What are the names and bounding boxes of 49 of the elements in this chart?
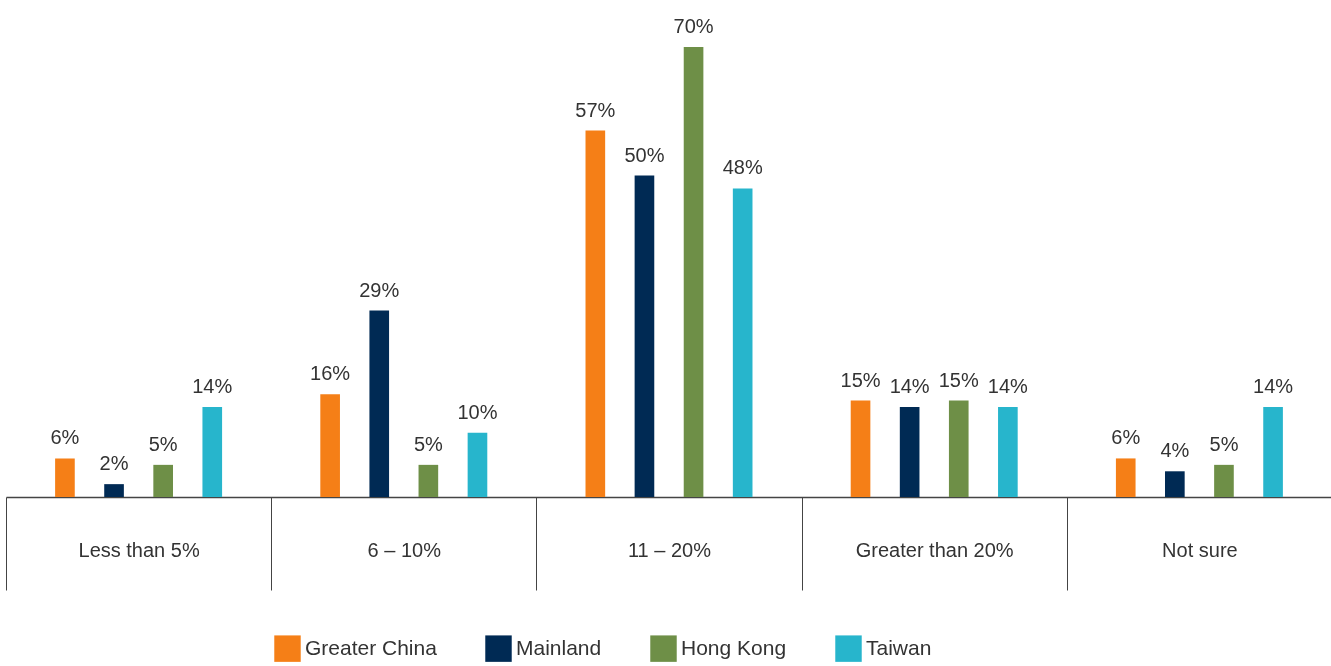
legend-label: Greater China [305, 635, 438, 659]
data-label: 70% [673, 15, 714, 37]
bar [202, 407, 223, 497]
bar [369, 310, 390, 497]
data-label: 4% [1160, 439, 1190, 462]
data-label: 15% [938, 368, 979, 391]
bar [104, 484, 124, 497]
data-label: 16% [310, 362, 351, 385]
data-label: 14% [192, 375, 233, 397]
bar [1115, 458, 1136, 497]
data-label: 14% [889, 375, 930, 397]
x-tick-label: 6 – 10% [367, 538, 442, 561]
x-tick-label: Not sure [1162, 538, 1238, 561]
bar [1165, 471, 1185, 497]
bar [850, 400, 871, 497]
legend-label: Mainland [516, 635, 602, 659]
data-label: 10% [457, 400, 498, 423]
data-label: 29% [359, 278, 400, 301]
data-label: 5% [413, 432, 444, 455]
bar [634, 175, 655, 497]
bar [683, 47, 704, 497]
x-tick-label: Greater than 20% [855, 538, 1014, 561]
bar [948, 400, 969, 497]
legend-label: Hong Kong [681, 635, 787, 659]
data-label: 50% [624, 143, 665, 166]
data-label: 5% [148, 432, 178, 455]
bar [732, 188, 753, 497]
bar [998, 407, 1018, 497]
bar [418, 464, 439, 497]
bar [153, 464, 173, 497]
data-label: 15% [840, 368, 881, 391]
bar [467, 432, 488, 497]
data-label: 5% [1209, 432, 1239, 455]
data-label: 48% [722, 156, 763, 179]
bar [899, 407, 920, 497]
bar [1263, 407, 1283, 497]
bar [55, 458, 75, 497]
data-label: 14% [1253, 375, 1294, 397]
bar [320, 394, 340, 497]
bar [1214, 464, 1234, 497]
data-label: 2% [99, 452, 129, 475]
data-label: 6% [50, 426, 80, 449]
x-tick-label: 11 – 20% [627, 538, 712, 561]
data-label: 6% [1111, 426, 1141, 449]
data-label: 57% [575, 98, 616, 121]
data-label: 14% [987, 375, 1029, 397]
legend-label: Taiwan [866, 635, 932, 659]
bar [585, 130, 606, 497]
x-tick-label: Less than 5% [78, 538, 200, 561]
